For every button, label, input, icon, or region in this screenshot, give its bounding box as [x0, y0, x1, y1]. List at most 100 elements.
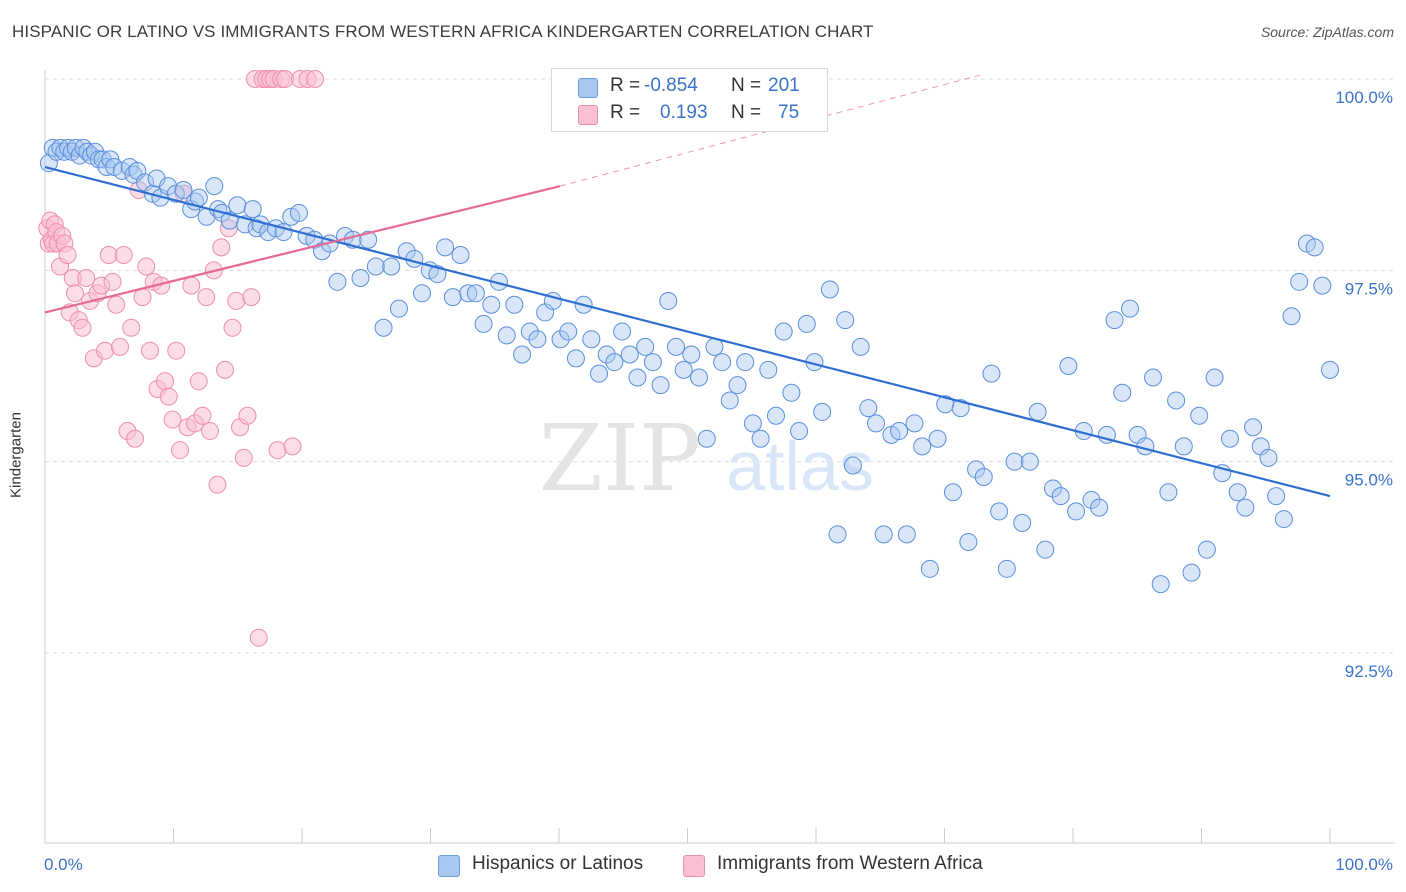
- pink-point: [193, 406, 212, 425]
- pink-point: [99, 246, 118, 265]
- correlation-legend: R = -0.854 N = 201 R = 0.193 N = 75: [551, 68, 828, 132]
- pink-point: [167, 341, 186, 360]
- blue-point: [159, 177, 178, 196]
- blue-point: [1190, 406, 1209, 425]
- legend-row-hispanic: R = -0.854 N = 201: [552, 73, 827, 101]
- blue-point: [1220, 429, 1239, 448]
- blue-point: [1113, 383, 1132, 402]
- blue-point: [751, 429, 770, 448]
- blue-point: [936, 395, 955, 414]
- blue-point: [474, 314, 493, 333]
- blue-point: [959, 533, 978, 552]
- blue-point: [1282, 307, 1301, 326]
- blue-point: [351, 268, 370, 287]
- blue-point: [743, 414, 762, 433]
- blue-point: [828, 525, 847, 544]
- legend-n-value: 75: [778, 102, 800, 123]
- pink-point: [66, 284, 84, 303]
- blue-point: [690, 368, 709, 387]
- pink-point: [234, 448, 253, 467]
- tick-labels: 100.0% 97.5% 95.0% 92.5% 0.0% 100.0%: [44, 88, 1393, 874]
- blue-point: [405, 249, 424, 268]
- pink-point: [171, 441, 189, 460]
- blue-point: [520, 322, 539, 341]
- blue-point: [1228, 483, 1247, 502]
- chart-title: HISPANIC OR LATINO VS IMMIGRANTS FROM WE…: [12, 22, 874, 41]
- blue-point: [451, 246, 470, 265]
- blue-point: [1151, 575, 1170, 594]
- pink-point: [141, 341, 159, 360]
- pink-trend-line: [44, 185, 561, 314]
- legend-swatch-blue: [578, 78, 598, 98]
- blue-point: [1020, 452, 1039, 471]
- pink-point: [103, 272, 122, 291]
- pink-point: [276, 70, 294, 88]
- blue-point: [867, 414, 886, 433]
- blue-point: [913, 437, 932, 456]
- blue-point: [920, 559, 939, 578]
- blue-point: [897, 525, 916, 544]
- blue-point: [643, 353, 662, 372]
- pink-point: [227, 291, 246, 310]
- blue-point: [528, 330, 547, 349]
- blue-point: [890, 422, 909, 441]
- y-tick-label: 95.0%: [1345, 471, 1393, 490]
- pink-point: [114, 246, 133, 265]
- blue-point: [1051, 487, 1070, 506]
- blue-point: [374, 318, 393, 337]
- legend-label-western-africa: Immigrants from Western Africa: [717, 853, 983, 874]
- blue-point: [1321, 360, 1339, 379]
- blue-point: [874, 525, 893, 544]
- blue-series-points: [39, 138, 1339, 594]
- blue-point: [413, 284, 432, 303]
- pink-point: [126, 429, 144, 448]
- blue-point: [928, 429, 947, 448]
- blue-point: [697, 429, 716, 448]
- blue-point: [797, 314, 816, 333]
- blue-point: [967, 460, 986, 479]
- blue-point: [1067, 502, 1086, 521]
- blue-point: [813, 402, 832, 421]
- blue-point: [497, 326, 516, 345]
- blue-point: [682, 345, 701, 364]
- legend-label-hispanic: Hispanics or Latinos: [472, 853, 644, 874]
- blue-point: [859, 399, 878, 418]
- blue-point: [636, 337, 655, 356]
- y-tick-label: 92.5%: [1345, 662, 1393, 681]
- blue-point: [905, 414, 924, 433]
- blue-point: [674, 360, 693, 379]
- legend-r-label: R =: [610, 102, 641, 123]
- blue-point: [174, 180, 193, 199]
- blue-point: [1028, 402, 1047, 421]
- blue-point: [943, 483, 962, 502]
- pink-point: [249, 628, 268, 647]
- blue-point: [1259, 448, 1278, 467]
- blue-point: [1174, 437, 1193, 456]
- legend-swatch-pink: [578, 105, 598, 125]
- blue-point: [759, 360, 778, 379]
- blue-point: [1105, 311, 1124, 330]
- pink-point: [223, 318, 242, 337]
- blue-point: [559, 322, 578, 341]
- blue-point: [1313, 276, 1332, 295]
- blue-point: [228, 196, 247, 215]
- pink-series-points: [38, 70, 324, 647]
- pink-point: [242, 288, 261, 307]
- blue-point: [851, 337, 870, 356]
- pink-point: [58, 246, 77, 265]
- blue-point: [1090, 498, 1109, 517]
- blue-point: [205, 177, 224, 196]
- blue-point: [1043, 479, 1062, 498]
- blue-point: [1205, 368, 1224, 387]
- blue-point: [1159, 483, 1178, 502]
- blue-point: [189, 188, 208, 207]
- blue-point: [620, 345, 639, 364]
- x-tick-label-max: 100.0%: [1335, 855, 1393, 874]
- blue-point: [1267, 487, 1286, 506]
- blue-point: [1120, 299, 1139, 318]
- pink-point: [189, 372, 208, 391]
- pink-point: [201, 422, 219, 441]
- blue-point: [1305, 238, 1324, 257]
- pink-point: [163, 410, 182, 429]
- blue-point: [328, 272, 347, 291]
